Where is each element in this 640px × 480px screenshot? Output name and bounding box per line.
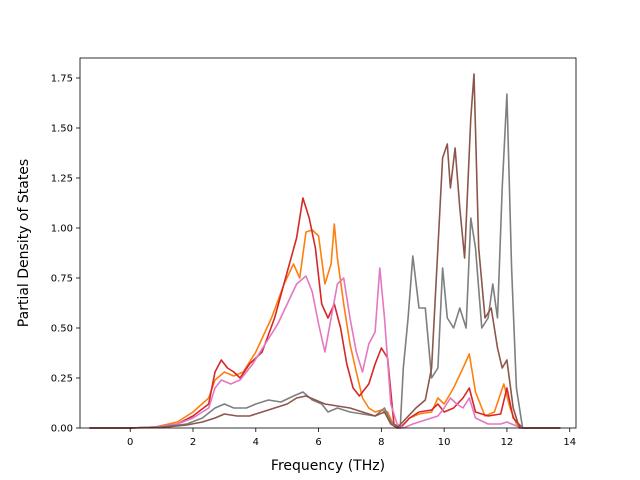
y-axis-ticks: 0.00 0.25 0.50 0.75 1.00 1.25 1.50 1.75 <box>51 74 80 435</box>
y-tick-label: 0.25 <box>51 374 73 385</box>
x-tick-label: 14 <box>563 437 576 448</box>
x-tick-label: 0 <box>127 437 133 448</box>
x-axis-title: Frequency (THz) <box>271 458 385 474</box>
y-tick-label: 0.50 <box>51 324 73 335</box>
plot-frame <box>79 57 577 429</box>
y-tick-label: 0.00 <box>51 424 73 435</box>
x-tick-label: 2 <box>190 437 196 448</box>
x-tick-label: 12 <box>501 437 514 448</box>
y-tick-label: 1.75 <box>51 74 73 85</box>
y-tick-label: 0.75 <box>51 274 73 285</box>
x-tick-label: 6 <box>315 437 321 448</box>
x-tick-label: 8 <box>378 437 384 448</box>
series-line-2 <box>89 267 561 429</box>
y-axis-title: Partial Density of States <box>16 159 32 327</box>
y-tick-label: 1.00 <box>51 224 73 235</box>
series-line-0 <box>89 223 561 429</box>
x-axis-ticks: 0 2 4 6 8 10 12 14 <box>127 428 576 448</box>
y-tick-label: 1.50 <box>51 124 73 135</box>
x-tick-label: 10 <box>438 437 451 448</box>
x-tick-label: 4 <box>253 437 259 448</box>
y-tick-label: 1.25 <box>51 174 73 185</box>
plot-background <box>80 58 576 428</box>
series-line-1 <box>89 197 561 429</box>
